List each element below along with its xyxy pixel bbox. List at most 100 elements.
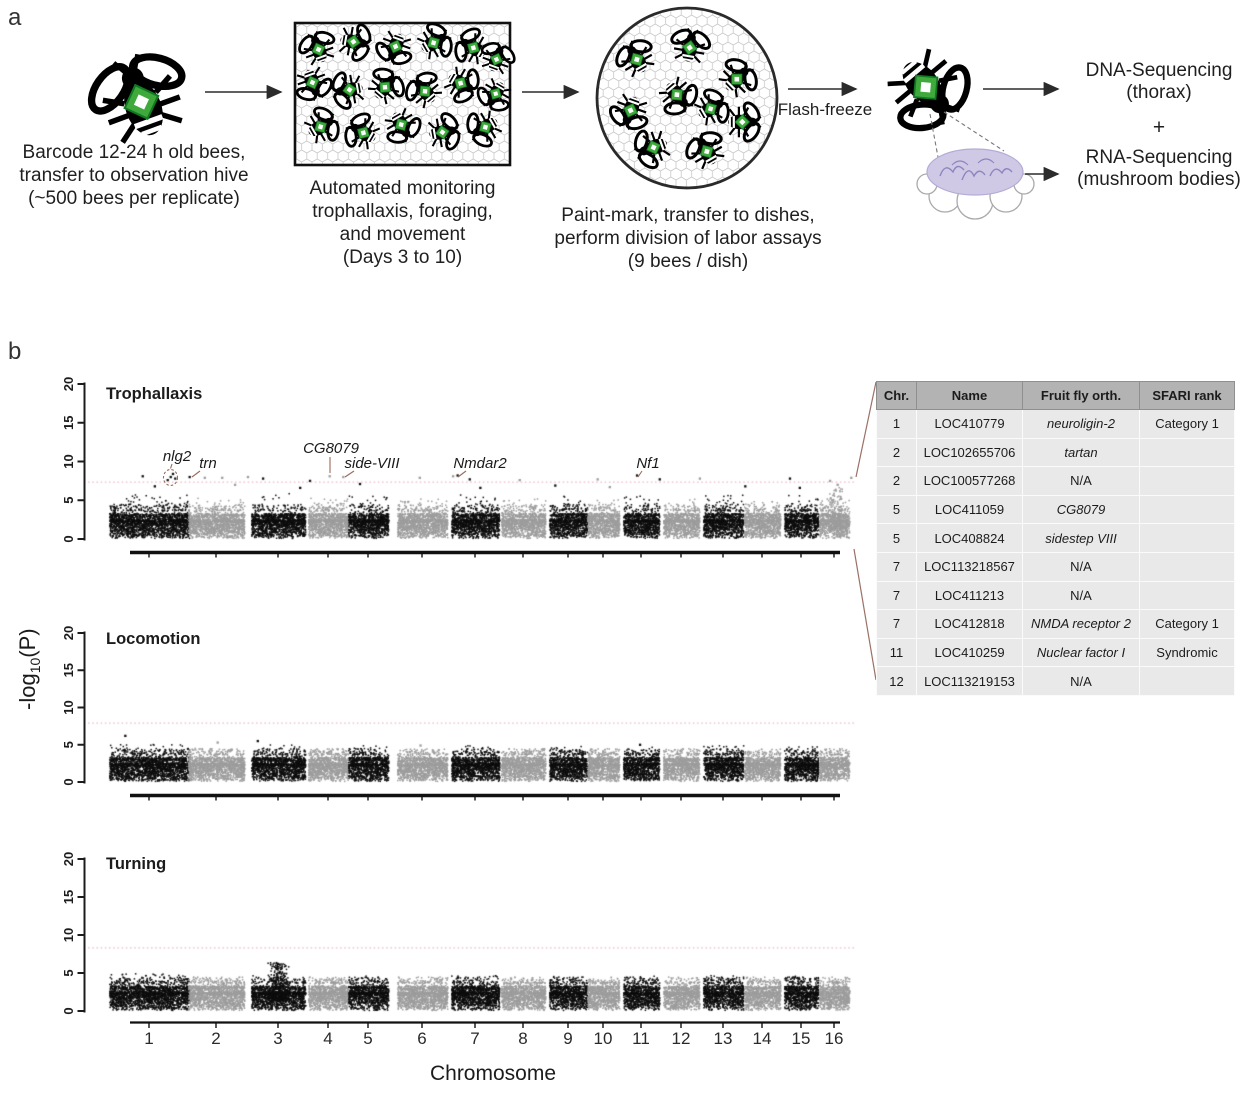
gene-table-row: 11 LOC410259 Nuclear factor I Syndromic [876,637,1235,668]
gene-label-nf1: Nf1 [636,455,659,472]
cell-chr: 2 [876,437,917,468]
gene-label-nlg2: nlg2 [163,448,192,465]
svg-text:1: 1 [144,1029,153,1048]
svg-text:12: 12 [672,1029,691,1048]
col-header-chr: Chr. [876,381,917,410]
gene-table-row: 5 LOC408824 sidestep VIII [876,523,1235,553]
rna-seq-label: RNA-Sequencing (mushroom bodies) [1077,147,1241,190]
svg-text:5: 5 [61,497,76,504]
cell-sfari [1139,551,1235,582]
trophallaxis-x-axis [130,550,840,558]
step3-caption: Paint-mark, transfer to dishes, perform … [554,205,822,272]
frozen-bee-icon [871,35,987,149]
dissection-line-left [929,113,939,158]
gene-label-cg8079: CG8079 [303,440,360,457]
nlg2-highlight-circle [162,468,179,487]
cell-name: LOC410779 [916,409,1023,439]
gene-table-row: 2 LOC100577268 N/A [876,466,1235,496]
svg-text:16: 16 [825,1029,844,1048]
cell-ortholog: neuroligin-2 [1022,409,1140,439]
svg-text:7: 7 [470,1029,479,1048]
gene-label-trn: trn [199,455,217,472]
cell-name: LOC102655706 [916,437,1023,468]
gene-table-row: 2 LOC102655706 tartan [876,437,1235,468]
gene-table-row: 7 LOC412818 NMDA receptor 2 Category 1 [876,609,1235,639]
svg-text:5: 5 [61,969,76,976]
cell-chr: 11 [876,637,917,668]
svg-text:0: 0 [61,1007,76,1014]
cell-name: LOC113218567 [916,551,1023,582]
petri-dish-illustration [595,6,779,190]
cell-ortholog: N/A [1022,666,1140,696]
cell-name: LOC412818 [916,609,1023,639]
trophallaxis-y-tick-labels: 0 5 10 15 20 [61,377,76,543]
svg-text:9: 9 [563,1029,572,1048]
gene-annotations: nlg2 trn CG8079 side-VIII Nmdar2 Nf1 [163,440,660,472]
cell-sfari: Category 1 [1139,609,1235,639]
gene-table-row: 1 LOC410779 neuroligin-2 Category 1 [876,409,1235,439]
cell-ortholog: N/A [1022,580,1140,611]
cell-ortholog: N/A [1022,551,1140,582]
svg-text:14: 14 [753,1029,772,1048]
svg-text:10: 10 [61,454,76,468]
step1-caption: Barcode 12-24 h old bees, transfer to ob… [19,142,249,209]
observation-hive-illustration [287,14,522,167]
col-header-sfari: SFARI rank [1139,381,1235,410]
cell-sfari: Category 1 [1139,409,1235,439]
svg-text:15: 15 [61,663,76,677]
dissection-line-right [943,111,1005,152]
cell-name: LOC113219153 [916,666,1023,696]
svg-text:2: 2 [211,1029,220,1048]
svg-text:11: 11 [632,1029,650,1048]
svg-text:5: 5 [363,1029,372,1048]
turning-y-axis [77,857,86,1013]
svg-text:13: 13 [714,1029,733,1048]
svg-text:15: 15 [792,1029,811,1048]
gene-table-row: 12 LOC113219153 N/A [876,666,1235,696]
svg-text:0: 0 [61,778,76,785]
gene-table: Chr. Name Fruit fly orth. SFARI rank 1 LO… [876,381,1235,696]
flash-freeze-label: Flash-freeze [777,100,873,119]
svg-text:15: 15 [61,890,76,904]
locomotion-y-axis [77,631,86,784]
cell-chr: 12 [876,666,917,696]
barcoded-bee-icon [74,38,203,153]
cell-chr: 5 [876,523,917,553]
cell-chr: 7 [876,580,917,611]
cell-sfari [1139,466,1235,496]
svg-text:10: 10 [594,1029,613,1048]
gene-label-side-viii: side-VIII [344,455,399,472]
cell-ortholog: tartan [1022,437,1140,468]
svg-text:6: 6 [417,1029,426,1048]
step2-caption: Automated monitoring trophallaxis, forag… [309,178,496,268]
svg-text:15: 15 [61,416,76,430]
table-connector-bottom [853,548,877,681]
cell-name: LOC100577268 [916,466,1023,496]
cell-name: LOC410259 [916,637,1023,668]
cell-sfari [1139,523,1235,553]
cell-sfari [1139,494,1235,525]
locomotion-title: Locomotion [106,630,200,648]
cell-sfari [1139,666,1235,696]
col-header-name: Name [916,381,1023,410]
cell-chr: 7 [876,551,917,582]
turning-y-tick-labels: 0 5 10 15 20 [61,852,76,1015]
svg-text:20: 20 [61,626,76,640]
col-header-ortholog: Fruit fly orth. [1022,381,1140,410]
cell-ortholog: N/A [1022,466,1140,496]
svg-text:8: 8 [518,1029,527,1048]
cell-sfari [1139,580,1235,611]
gene-callout-lines [162,457,643,487]
cell-chr: 2 [876,466,917,496]
locomotion-y-tick-labels: 0 5 10 15 20 [61,626,76,786]
cell-chr: 7 [876,609,917,639]
cell-ortholog: CG8079 [1022,494,1140,525]
gene-table-row: 5 LOC411059 CG8079 [876,494,1235,525]
x-axis-label: Chromosome [429,1062,557,1085]
gene-label-nmdar2: Nmdar2 [453,455,507,472]
turning-title: Turning [106,855,166,873]
svg-text:5: 5 [61,741,76,748]
gene-table-header-row: Chr. Name Fruit fly orth. SFARI rank [876,381,1235,410]
